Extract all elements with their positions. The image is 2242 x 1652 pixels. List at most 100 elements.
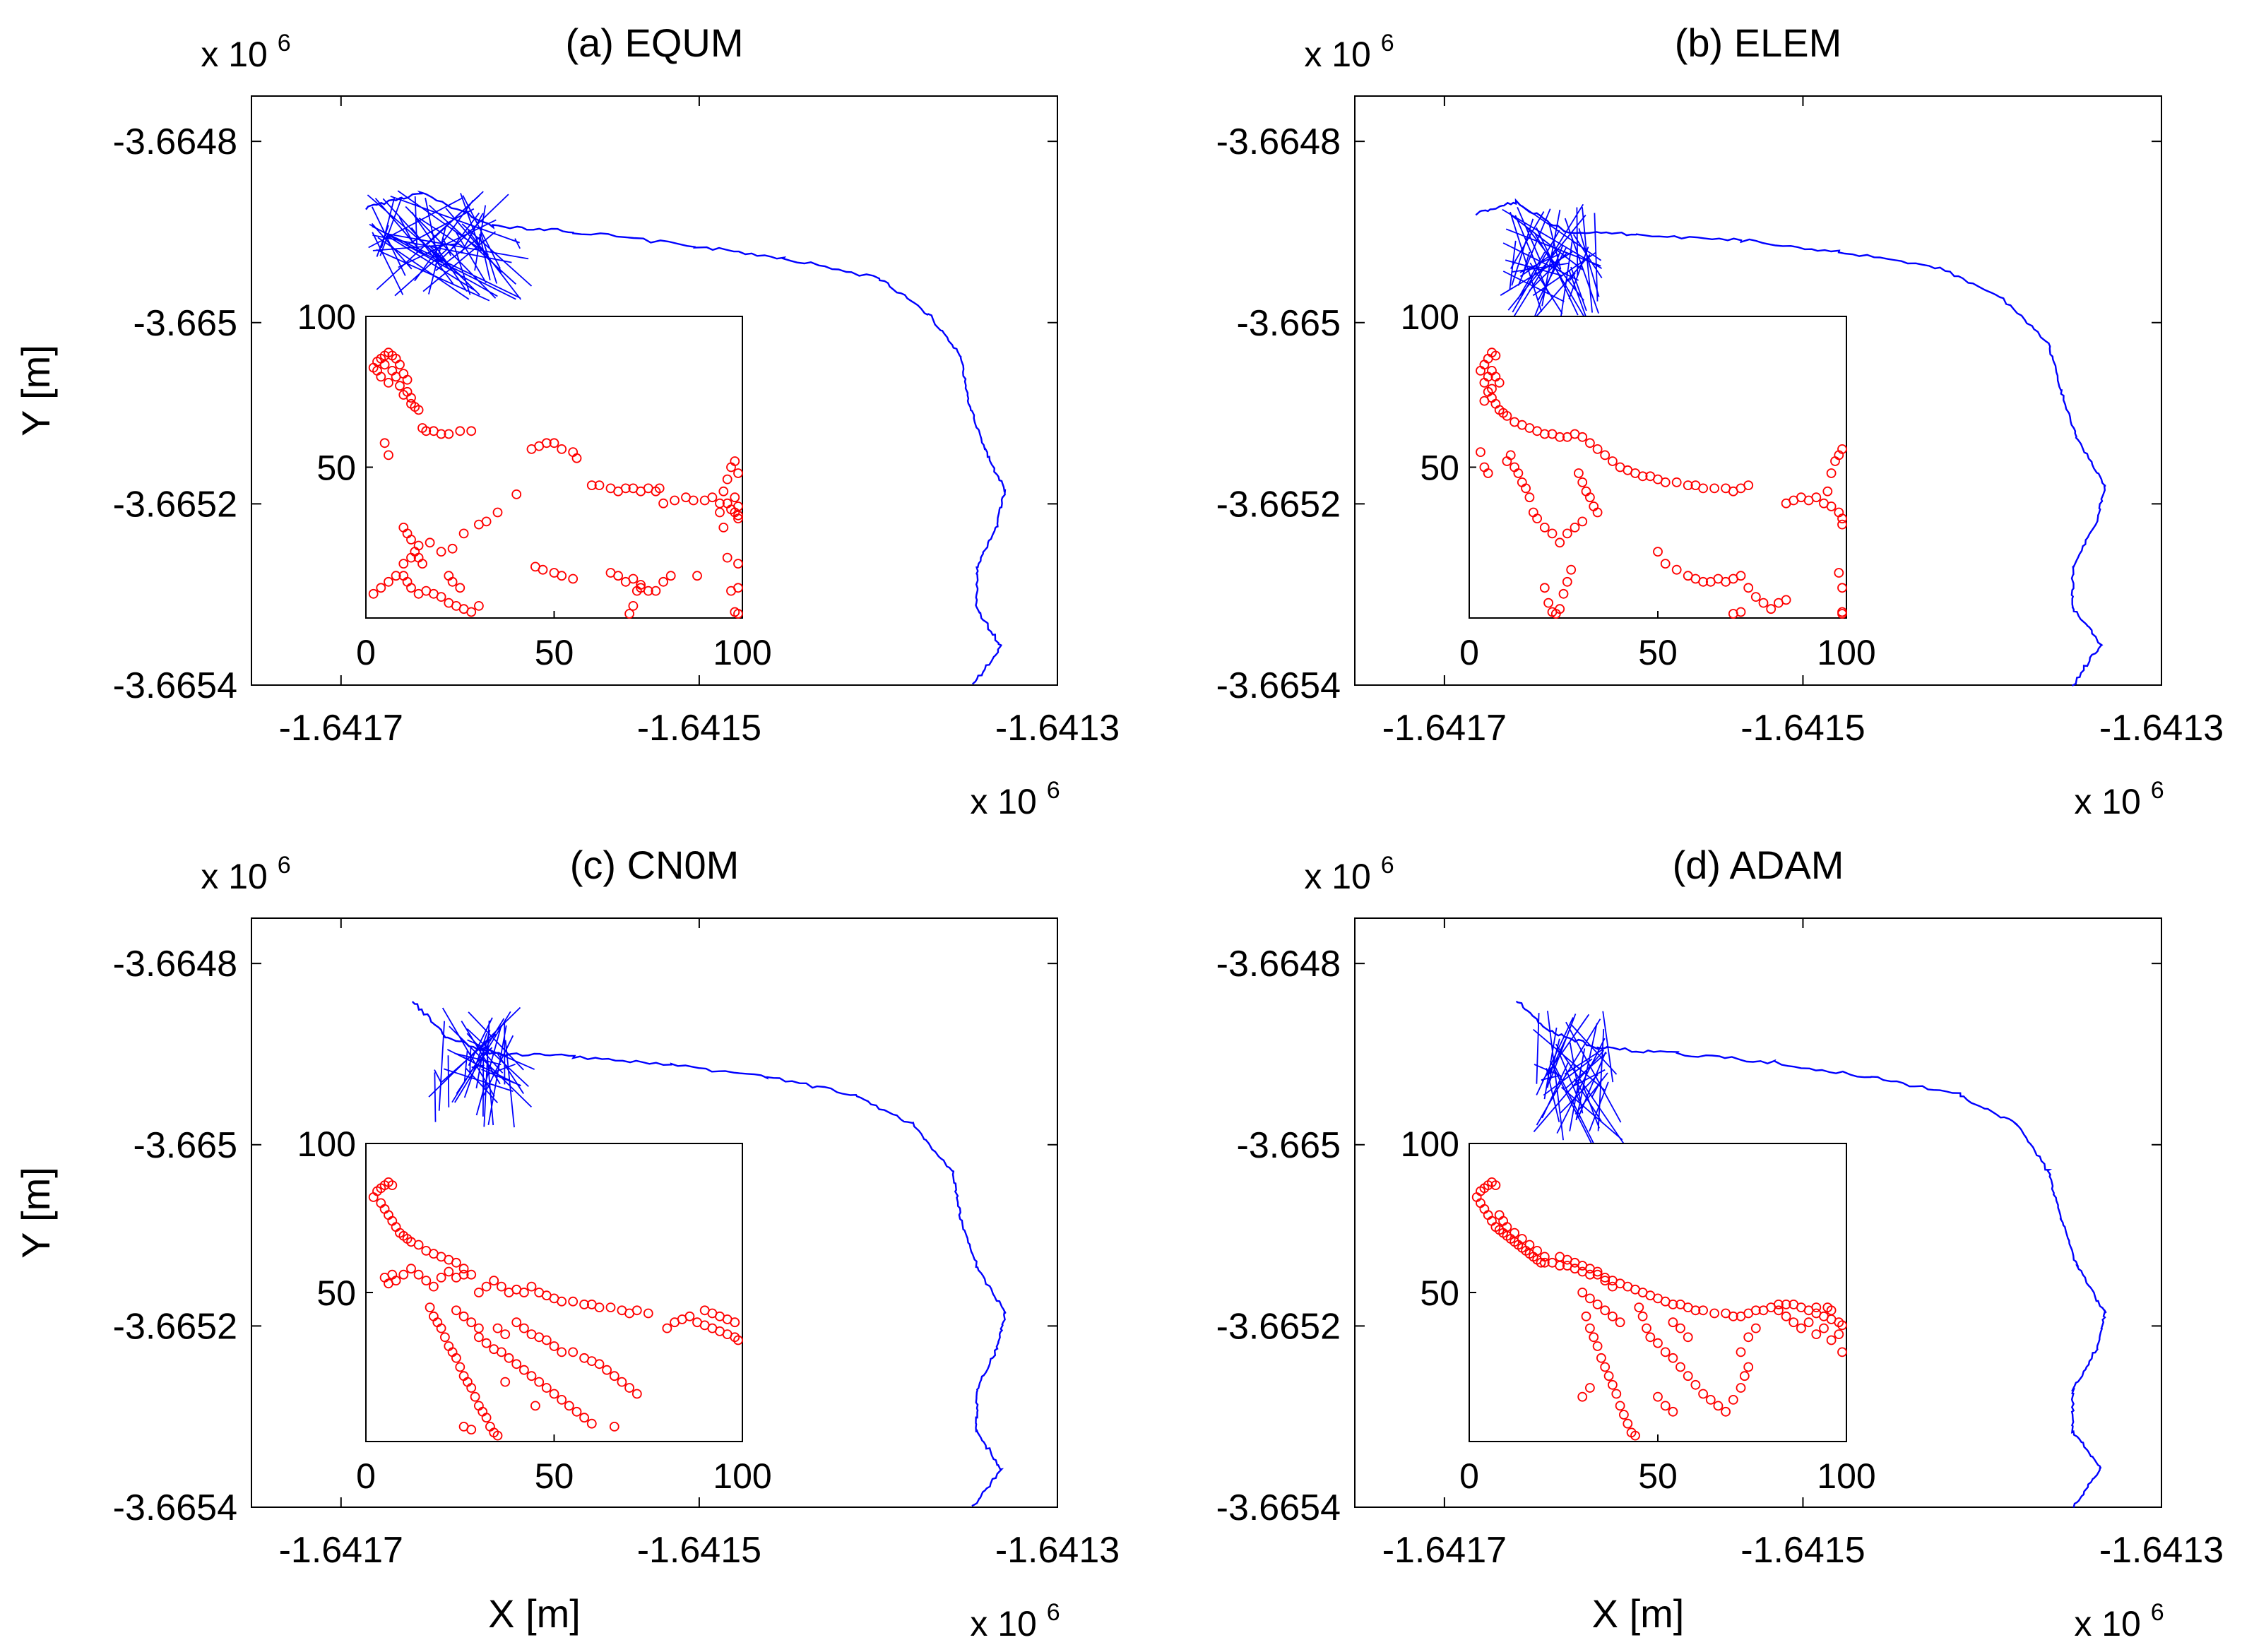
- inset-point: [1502, 1222, 1512, 1232]
- inset-point: [1660, 477, 1671, 487]
- inset-point: [1547, 528, 1558, 539]
- inset-y-tick-label: 100: [1401, 297, 1459, 337]
- inset-point: [541, 1335, 552, 1345]
- inset-point: [1600, 1276, 1611, 1285]
- inset-point: [1562, 528, 1572, 539]
- inset-point: [1671, 477, 1682, 487]
- inset-point: [413, 1240, 424, 1250]
- inset-point: [1539, 1252, 1550, 1262]
- inset-point: [571, 453, 582, 463]
- inset-point: [504, 1353, 514, 1363]
- y-exponent-label: x 10 6: [1304, 852, 1394, 896]
- y-tick-label: -3.6654: [113, 665, 237, 706]
- inset-point: [1675, 1362, 1685, 1372]
- inset-point: [594, 1359, 605, 1369]
- inset-point: [451, 1305, 461, 1316]
- inset-point: [631, 1305, 642, 1316]
- y-axis-label: Y [m]: [13, 1167, 58, 1259]
- inset-point: [1736, 1347, 1746, 1357]
- inset-point: [549, 438, 559, 448]
- trajectory-zigzag: [1500, 203, 1603, 331]
- inset-point: [628, 601, 639, 611]
- inset-point: [1539, 523, 1550, 533]
- inset-point: [1584, 1383, 1595, 1393]
- inset-point: [1826, 501, 1837, 511]
- inset-point: [1584, 492, 1595, 503]
- inset-point: [384, 450, 393, 460]
- inset-point: [1592, 1300, 1603, 1309]
- inset-point: [733, 513, 743, 523]
- inset-point: [497, 1347, 506, 1357]
- inset-point: [1483, 372, 1493, 382]
- inset-point: [568, 1296, 579, 1307]
- inset-point: [425, 1302, 435, 1312]
- y-tick-label: -3.6652: [113, 1306, 237, 1347]
- inset-point: [624, 1383, 634, 1393]
- inset-point: [1584, 1323, 1595, 1333]
- inset-point: [1811, 1329, 1822, 1339]
- inset-point: [1623, 1418, 1633, 1429]
- inset-point: [1505, 450, 1516, 460]
- x-tick-label: -1.6417: [1382, 1530, 1507, 1571]
- x-axis-label: X [m]: [1592, 1591, 1685, 1636]
- inset-point: [398, 390, 409, 400]
- inset-point: [549, 1389, 559, 1399]
- inset-point: [605, 1302, 616, 1312]
- inset-point: [1494, 378, 1505, 388]
- inset-point: [436, 429, 446, 439]
- inset-x-tick-label: 100: [713, 1456, 771, 1496]
- inset-point: [474, 1288, 484, 1297]
- inset-point: [1773, 1305, 1784, 1316]
- inset-point: [387, 1180, 398, 1190]
- inset-point: [568, 1347, 579, 1357]
- inset-point: [530, 1401, 540, 1411]
- x-tick-label: -1.6417: [279, 708, 403, 749]
- inset-point: [406, 535, 416, 545]
- trajectory-zigzag: [1533, 1011, 1627, 1154]
- inset-point: [1584, 1293, 1595, 1304]
- inset-point: [379, 359, 390, 370]
- panel-2: -1.6417 -1.6415 -1.6413 -3.6648 -3.665 -3.665…: [1216, 20, 2224, 821]
- inset-point: [511, 489, 522, 499]
- y-exponent-label: x 10 6: [201, 30, 290, 74]
- inset-point: [1709, 1308, 1720, 1319]
- inset-3: 0 50 100 50 100: [297, 1124, 772, 1496]
- inset-point: [557, 444, 567, 454]
- inset-point: [1577, 516, 1588, 527]
- inset-point: [541, 1383, 552, 1393]
- inset-point: [541, 438, 552, 448]
- inset-point: [1592, 1266, 1603, 1277]
- inset-point: [730, 456, 740, 466]
- inset-point: [1743, 1362, 1754, 1372]
- inset-point: [568, 574, 579, 584]
- inset-point: [1789, 1317, 1799, 1328]
- inset-point: [1837, 444, 1847, 454]
- inset-point: [466, 1383, 477, 1393]
- inset-point: [1743, 480, 1754, 490]
- inset-point: [1607, 456, 1618, 466]
- inset-point: [511, 1359, 522, 1369]
- inset-point: [492, 507, 503, 518]
- inset-point: [413, 405, 424, 415]
- inset-point: [1781, 1311, 1791, 1321]
- trajectory-line: [411, 1001, 1007, 1507]
- inset-point: [1796, 1323, 1806, 1333]
- y-tick-label: -3.6648: [1216, 944, 1341, 985]
- inset-point: [1592, 444, 1603, 454]
- y-tick-label: -3.6648: [113, 121, 237, 162]
- inset-x-tick-label: 50: [535, 633, 574, 672]
- inset-point: [651, 586, 661, 596]
- inset-point: [451, 1353, 461, 1363]
- inset-point: [1683, 480, 1693, 490]
- inset-point: [1773, 1300, 1784, 1309]
- inset-point: [376, 583, 386, 593]
- inset-point: [519, 1323, 529, 1333]
- inset-point: [1487, 384, 1497, 394]
- inset-point: [455, 583, 465, 593]
- inset-point: [1739, 1371, 1750, 1381]
- trajectory-line: [1515, 1000, 2107, 1508]
- x-tick-label: -1.6413: [2099, 708, 2224, 749]
- inset-point: [1592, 1341, 1603, 1351]
- inset-point: [1600, 1362, 1611, 1372]
